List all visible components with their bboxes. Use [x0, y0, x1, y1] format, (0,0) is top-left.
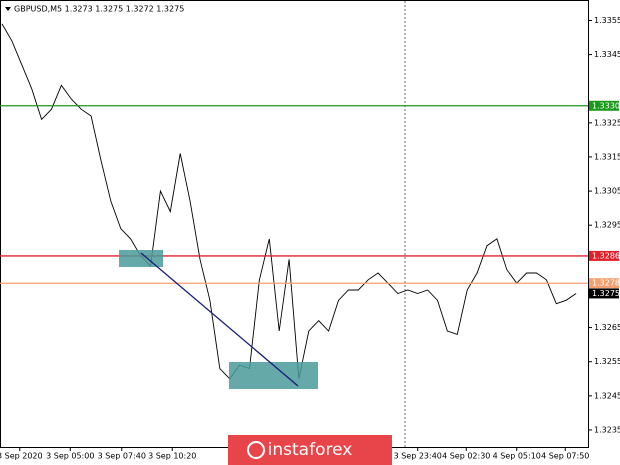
y-tick-label: 1.3345	[594, 50, 620, 59]
y-tick-label: 1.3315	[594, 152, 620, 161]
y-tick-label: 1.3265	[594, 323, 620, 332]
level-label-box	[589, 100, 619, 111]
watermark: instaforex	[268, 440, 353, 460]
y-tick-label: 1.3245	[594, 391, 620, 400]
level-label-box	[589, 278, 619, 289]
menu-icon	[5, 7, 11, 11]
watermark-box	[228, 435, 392, 465]
chart-title: GBPUSD,M5 1.3273 1.3275 1.3272 1.3275	[14, 5, 184, 14]
level-label-box	[589, 250, 619, 261]
y-tick-label: 1.3295	[594, 221, 620, 230]
plot-layer: 1.3355 1.3345 1.3325 1.3315 1.3305 1.3295 1.32…	[0, 16, 620, 461]
y-tick-label: 1.3355	[594, 16, 620, 25]
zone-box	[119, 250, 163, 267]
trend-line	[140, 252, 299, 387]
y-tick-label: 1.3235	[594, 425, 620, 434]
level-label: 1.3286	[592, 251, 620, 260]
level-label: 1.3278	[592, 279, 620, 288]
x-tick-label: 4 Sep 02:30	[442, 452, 490, 461]
current-price-box	[589, 288, 619, 299]
x-tick-label: 3 Sep 23:40	[394, 452, 442, 461]
price-line	[1, 23, 577, 380]
watermark-logo	[247, 441, 265, 459]
level-label: 1.3330	[592, 101, 620, 110]
zone-box	[229, 362, 318, 389]
y-tick-label: 1.3325	[594, 118, 620, 127]
x-tick-label: 3 Sep 2020	[0, 452, 43, 461]
x-tick-label: 3 Sep 05:00	[46, 452, 94, 461]
current-price-label: 1.3275	[592, 289, 620, 298]
x-tick-label: 4 Sep 07:50	[541, 452, 589, 461]
x-tick-label: 4 Sep 05:10	[493, 452, 541, 461]
y-tick-label: 1.3305	[594, 187, 620, 196]
y-tick-label: 1.3255	[594, 357, 620, 366]
x-tick-label: 3 Sep 07:40	[98, 452, 146, 461]
x-tick-label: 3 Sep 10:20	[148, 452, 196, 461]
